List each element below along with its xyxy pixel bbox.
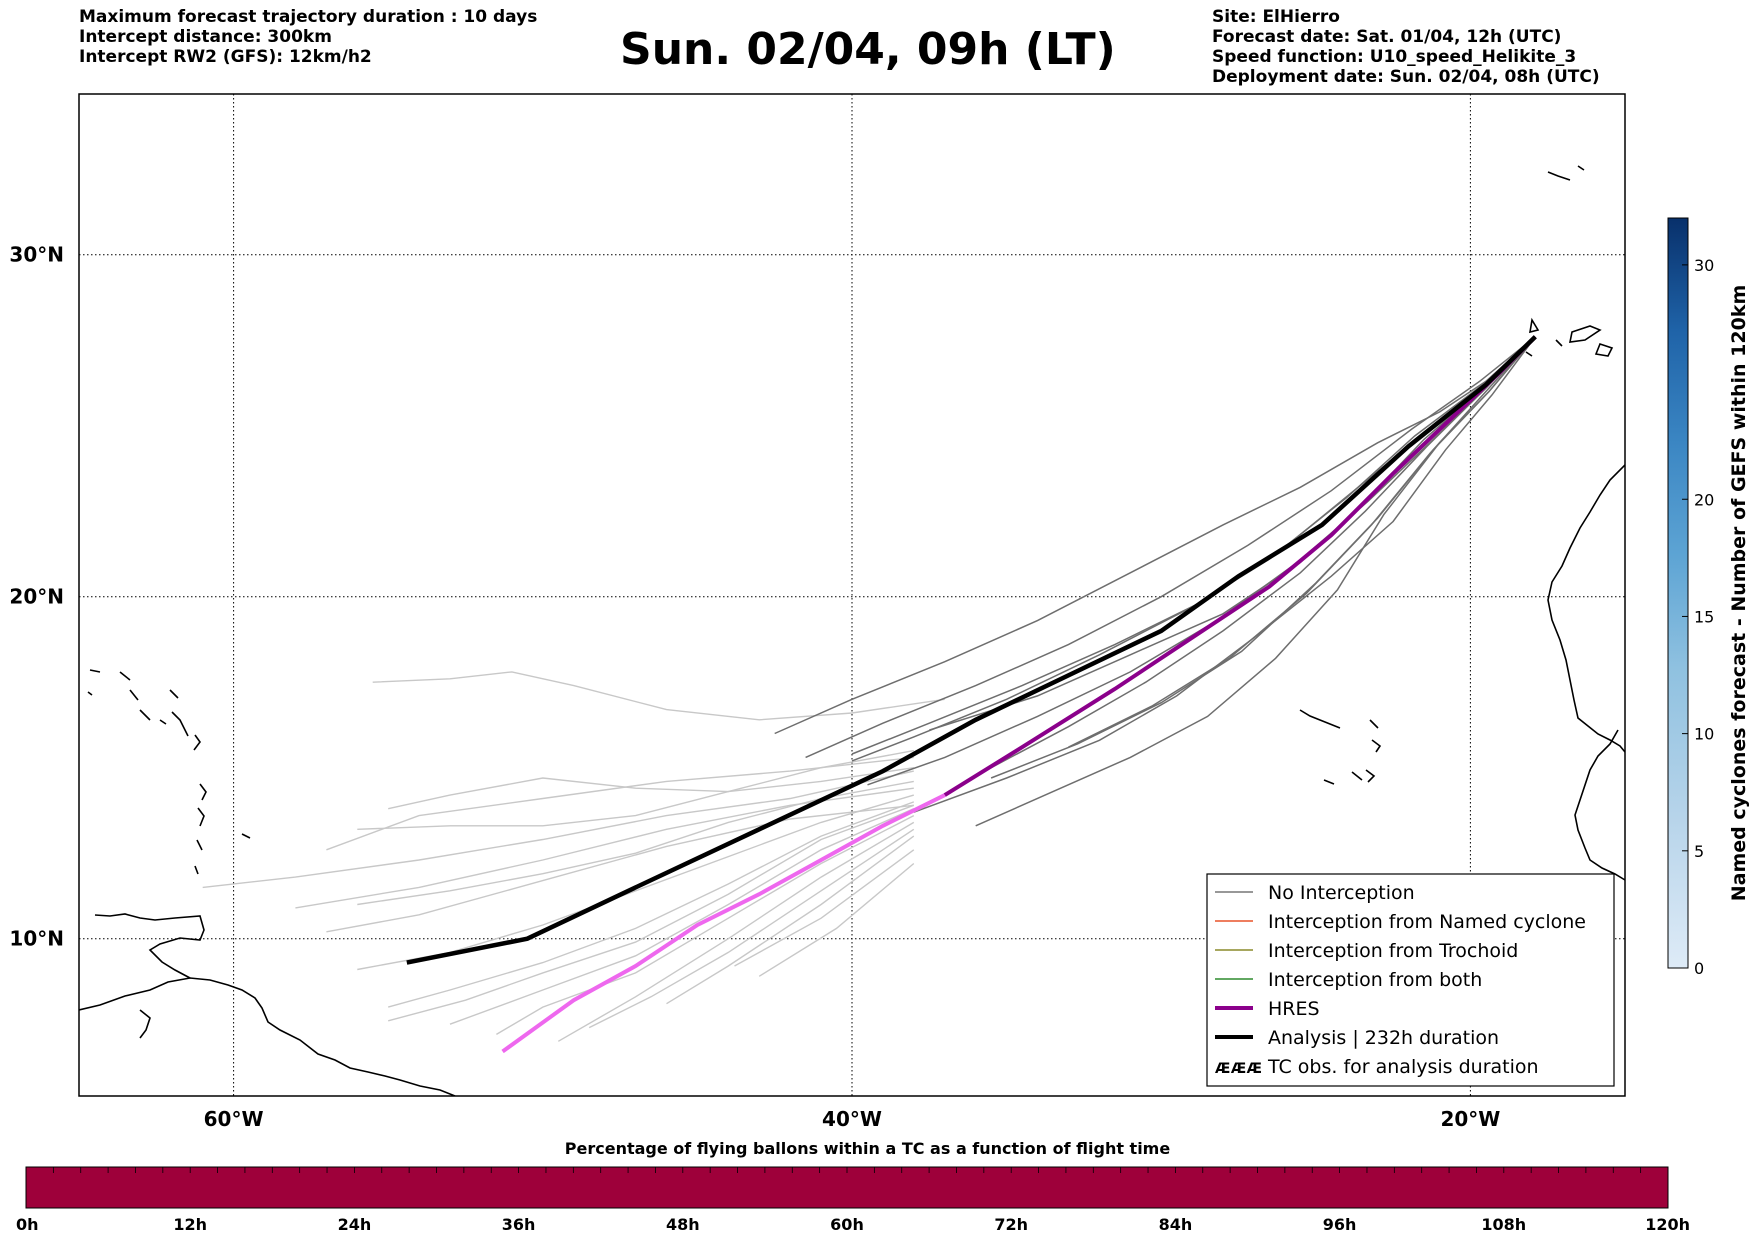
- africa-coast: [1547, 464, 1625, 881]
- ensemble-trajectory-light: [388, 767, 914, 810]
- legend-label: Interception from Trochoid: [1268, 940, 1518, 962]
- canary-islands: [1525, 165, 1614, 357]
- ensemble-trajectory-light: [372, 671, 945, 721]
- flight-time-label: 84h: [1159, 1215, 1193, 1234]
- ensemble-trajectory-light: [557, 821, 915, 1042]
- lat-label: 10°N: [9, 927, 64, 951]
- ensemble-trajectory-light: [388, 804, 915, 1022]
- lon-label: 40°W: [822, 1107, 882, 1131]
- colorbar-tick-label: 0: [1694, 959, 1704, 978]
- ensemble-trajectory-light: [295, 787, 914, 909]
- flight-time-label: 48h: [666, 1215, 700, 1234]
- ensemble-trajectory-dark: [913, 336, 1536, 813]
- lon-label: 60°W: [204, 1107, 264, 1131]
- map-title: Sun. 02/04, 09h (LT): [620, 24, 1116, 75]
- legend-label: Interception from both: [1268, 969, 1482, 991]
- ensemble-trajectory-dark: [774, 336, 1536, 735]
- colorbar-tick-label: 20: [1694, 490, 1714, 509]
- ensemble-trajectory-light: [326, 804, 914, 933]
- flight-time-bar: 0h 12h 24h 36h 48h 60h 72h 84h 96h 108h 120h: [16, 1166, 1690, 1234]
- ensemble-members-light: [202, 671, 945, 1042]
- ensemble-trajectory-light: [388, 801, 915, 1008]
- colorbar-gradient: [1667, 217, 1689, 969]
- ensemble-trajectory-light: [758, 862, 915, 977]
- flight-time-label: 120h: [1645, 1215, 1690, 1234]
- legend-box: [1206, 873, 1615, 1087]
- site-text: Site: ElHierro: [1212, 7, 1340, 27]
- flight-time-label: 0h: [16, 1215, 39, 1234]
- analysis-trajectory: [406, 335, 1537, 965]
- legend-label: Analysis | 232h duration: [1268, 1027, 1499, 1049]
- forecast-date-text: Forecast date: Sat. 01/04, 12h (UTC): [1212, 27, 1562, 47]
- ensemble-trajectory-light: [449, 808, 915, 1025]
- flight-time-label: 108h: [1481, 1215, 1526, 1234]
- ensemble-trajectory-light: [326, 756, 914, 851]
- colorbar-label: Named cyclones forecast - Number of GEFS…: [1728, 285, 1750, 902]
- coastlines: [79, 165, 1625, 1096]
- ensemble-trajectory-dark: [867, 336, 1536, 786]
- ensemble-trajectory-light: [588, 828, 915, 1029]
- lon-label: 20°W: [1440, 1107, 1500, 1131]
- legend-label: HRES: [1268, 998, 1320, 1020]
- caribbean-islands: [87, 669, 251, 1039]
- legend-label: TC obs. for analysis duration: [1267, 1056, 1539, 1078]
- lesser-antilles: [94, 913, 205, 979]
- legend-label: No Interception: [1268, 882, 1415, 904]
- flight-time-label: 36h: [502, 1215, 536, 1234]
- intercept-rw2-text: Intercept RW2 (GFS): 12km/h2: [79, 47, 372, 67]
- intercept-distance-text: Intercept distance: 300km: [79, 27, 332, 47]
- longitude-labels: 60°W 40°W 20°W: [204, 1107, 1501, 1131]
- cyclone-colorbar: 0 5 10 15 20 30 Named cyclones forecast - Num…: [1667, 217, 1750, 978]
- flight-time-label: 60h: [830, 1215, 864, 1234]
- latitude-labels: 30°N 20°N 10°N: [9, 243, 64, 951]
- legend-label: Interception from Named cyclone: [1268, 911, 1586, 933]
- deployment-date-text: Deployment date: Sun. 02/04, 08h (UTC): [1212, 67, 1600, 87]
- ensemble-trajectory-dark: [805, 336, 1536, 759]
- ensemble-trajectory-light: [666, 835, 915, 1005]
- colorbar-tick-label: 15: [1694, 607, 1714, 626]
- speed-function-text: Speed function: U10_speed_Helikite_3: [1212, 47, 1577, 67]
- ensemble-trajectory-light: [496, 814, 915, 1036]
- flight-bar-fill: [25, 1166, 1669, 1209]
- legend: No Interception Interception from Named c…: [1206, 873, 1615, 1087]
- lat-label: 20°N: [9, 585, 64, 609]
- forecast-parameters: Maximum forecast trajectory duration : 1…: [79, 7, 537, 67]
- colorbar-tick-label: 30: [1694, 256, 1714, 275]
- flight-time-label: 72h: [994, 1215, 1028, 1234]
- ensemble-trajectory-light: [202, 770, 914, 889]
- hres-trajectory-late: [501, 793, 946, 1054]
- trajectories: [202, 335, 1537, 1054]
- colorbar-tick-label: 5: [1694, 842, 1704, 861]
- trajectory-duration-text: Maximum forecast trajectory duration : 1…: [79, 7, 538, 27]
- flight-bar-title: Percentage of flying ballons within a TC…: [564, 1139, 1171, 1158]
- site-parameters: Site: ElHierro Forecast date: Sat. 01/04…: [1212, 7, 1600, 87]
- legend-symbol-tc-obs: ᴁᴁᴁ: [1215, 1056, 1263, 1078]
- colorbar-tick-label: 10: [1694, 725, 1714, 744]
- lat-label: 30°N: [9, 243, 64, 267]
- ensemble-trajectory-dark: [1068, 336, 1536, 748]
- flight-time-label: 96h: [1323, 1215, 1357, 1234]
- flight-time-label: 24h: [338, 1215, 372, 1234]
- flight-time-labels: 0h 12h 24h 36h 48h 60h 72h 84h 96h 108h 120h: [16, 1215, 1690, 1234]
- flight-time-label: 12h: [173, 1215, 207, 1234]
- cape-verde-islands: [1299, 709, 1382, 785]
- south-america-coast: [79, 977, 456, 1096]
- map-frame: [78, 93, 1626, 1097]
- ensemble-trajectory-light: [734, 849, 915, 967]
